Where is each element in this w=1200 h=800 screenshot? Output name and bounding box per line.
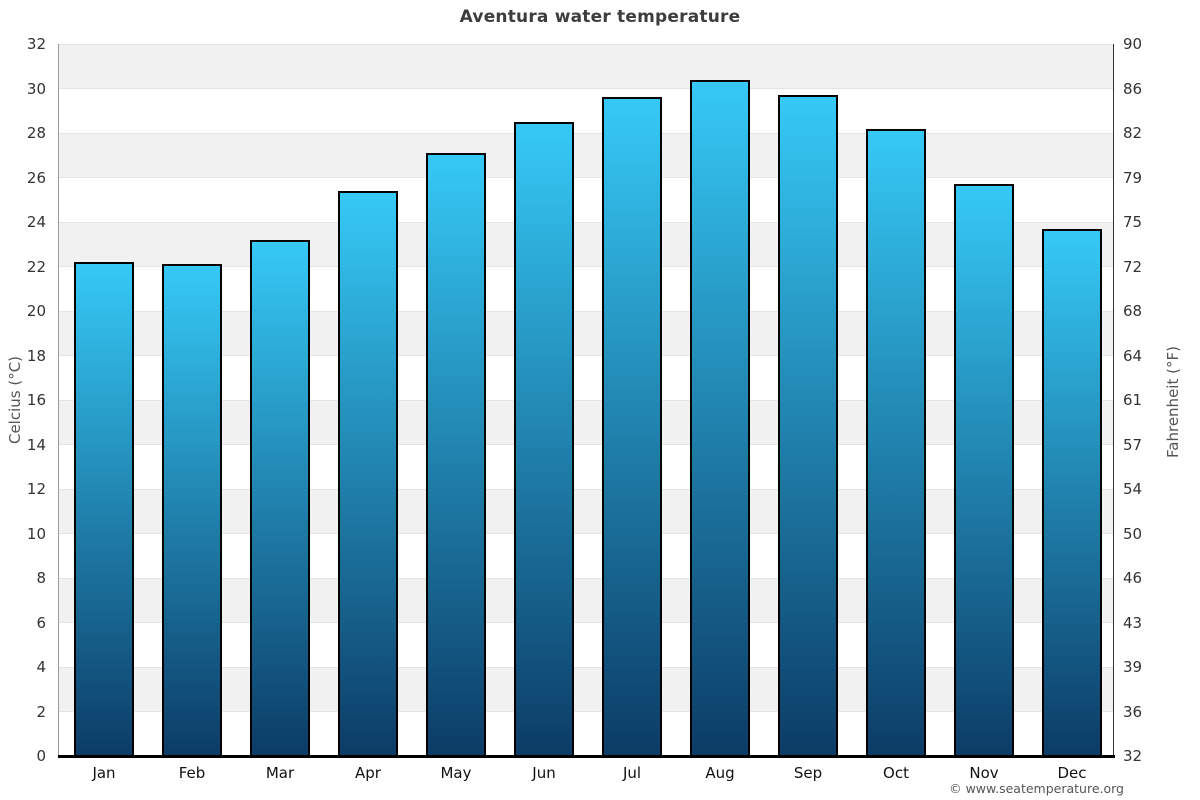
x-tick-aug: Aug [705, 764, 735, 782]
y-tick-celsius-28: 28 [26, 124, 46, 142]
gridline-22 [58, 266, 1113, 267]
y-tick-celsius-32: 32 [26, 35, 46, 53]
x-tick-sep: Sep [793, 764, 823, 782]
y-tick-celsius-26: 26 [26, 168, 46, 187]
bar-nov[interactable] [954, 184, 1014, 756]
bar-aug[interactable] [690, 79, 750, 756]
x-tick-mar: Mar [265, 764, 295, 782]
watermark-link[interactable]: © www.seatemperature.org [949, 781, 1124, 796]
y-tick-fahrenheit-43: 43 [1123, 613, 1143, 632]
x-tick-oct: Oct [883, 764, 909, 782]
y-tick-celsius-0: 0 [36, 747, 46, 765]
y-tick-fahrenheit-64: 64 [1123, 346, 1143, 365]
bar-sep[interactable] [778, 95, 838, 756]
y-tick-celsius-30: 30 [26, 79, 46, 98]
y-tick-celsius-22: 22 [26, 257, 46, 276]
x-tick-apr: Apr [355, 764, 381, 782]
bar-dec[interactable] [1042, 228, 1102, 756]
y-tick-fahrenheit-32: 32 [1123, 747, 1143, 765]
x-tick-jul: Jul [622, 764, 642, 782]
y-tick-celsius-8: 8 [36, 569, 46, 587]
y-tick-celsius-6: 6 [36, 613, 46, 632]
gridline-32 [58, 43, 1113, 45]
gridline-30 [58, 88, 1113, 89]
x-tick-jan: Jan [92, 764, 116, 782]
y-axis-line-fahrenheit [1113, 44, 1114, 758]
x-tick-jun: Jun [532, 764, 556, 782]
gridline-4 [58, 666, 1113, 668]
bar-jan[interactable] [74, 262, 134, 756]
y-tick-celsius-12: 12 [26, 480, 46, 498]
y-tick-celsius-16: 16 [26, 391, 46, 409]
gridline-2 [58, 711, 1113, 712]
y-tick-fahrenheit-57: 57 [1123, 435, 1143, 454]
gridline-16 [58, 399, 1113, 401]
y-tick-fahrenheit-50: 50 [1123, 524, 1143, 543]
y-tick-fahrenheit-72: 72 [1123, 257, 1143, 276]
x-tick-dec: Dec [1057, 764, 1087, 782]
bar-apr[interactable] [338, 190, 398, 756]
y-tick-celsius-18: 18 [26, 346, 46, 365]
y-tick-fahrenheit-79: 79 [1123, 168, 1143, 187]
y-tick-fahrenheit-54: 54 [1123, 480, 1143, 498]
y-tick-celsius-14: 14 [26, 435, 46, 454]
gridline-12 [58, 488, 1113, 490]
bar-may[interactable] [426, 153, 486, 756]
y-tick-fahrenheit-61: 61 [1123, 391, 1143, 409]
chart-title: Aventura water temperature [459, 7, 741, 27]
bar-oct[interactable] [866, 128, 926, 756]
gridline-10 [58, 533, 1113, 534]
y-tick-celsius-4: 4 [36, 658, 46, 676]
gridline-18 [58, 355, 1113, 356]
y-axis-line-celsius [58, 44, 59, 758]
gridline-8 [58, 577, 1113, 579]
gridline-6 [58, 622, 1113, 623]
bar-jul[interactable] [602, 97, 662, 756]
y-tick-celsius-10: 10 [26, 524, 46, 543]
y-tick-fahrenheit-86: 86 [1123, 79, 1143, 98]
y-tick-fahrenheit-82: 82 [1123, 124, 1143, 142]
y-tick-fahrenheit-36: 36 [1123, 702, 1143, 721]
x-axis-line [58, 755, 1115, 758]
plot-area [58, 43, 1113, 756]
x-tick-feb: Feb [178, 764, 206, 782]
y-tick-fahrenheit-46: 46 [1123, 569, 1143, 587]
gridline-24 [58, 221, 1113, 223]
y-tick-celsius-24: 24 [26, 213, 46, 231]
y-tick-fahrenheit-75: 75 [1123, 213, 1143, 231]
x-tick-nov: Nov [969, 764, 999, 782]
y-tick-celsius-20: 20 [26, 302, 46, 320]
bar-jun[interactable] [514, 121, 574, 756]
gridline-28 [58, 132, 1113, 134]
x-tick-may: May [440, 764, 472, 782]
y-tick-fahrenheit-90: 90 [1123, 35, 1143, 53]
gridline-14 [58, 444, 1113, 445]
bar-mar[interactable] [250, 239, 310, 756]
y-tick-celsius-2: 2 [36, 702, 46, 721]
gridline-26 [58, 177, 1113, 178]
bar-feb[interactable] [162, 264, 222, 756]
gridline-20 [58, 310, 1113, 312]
y-tick-fahrenheit-68: 68 [1123, 302, 1143, 320]
y-tick-fahrenheit-39: 39 [1123, 658, 1143, 676]
